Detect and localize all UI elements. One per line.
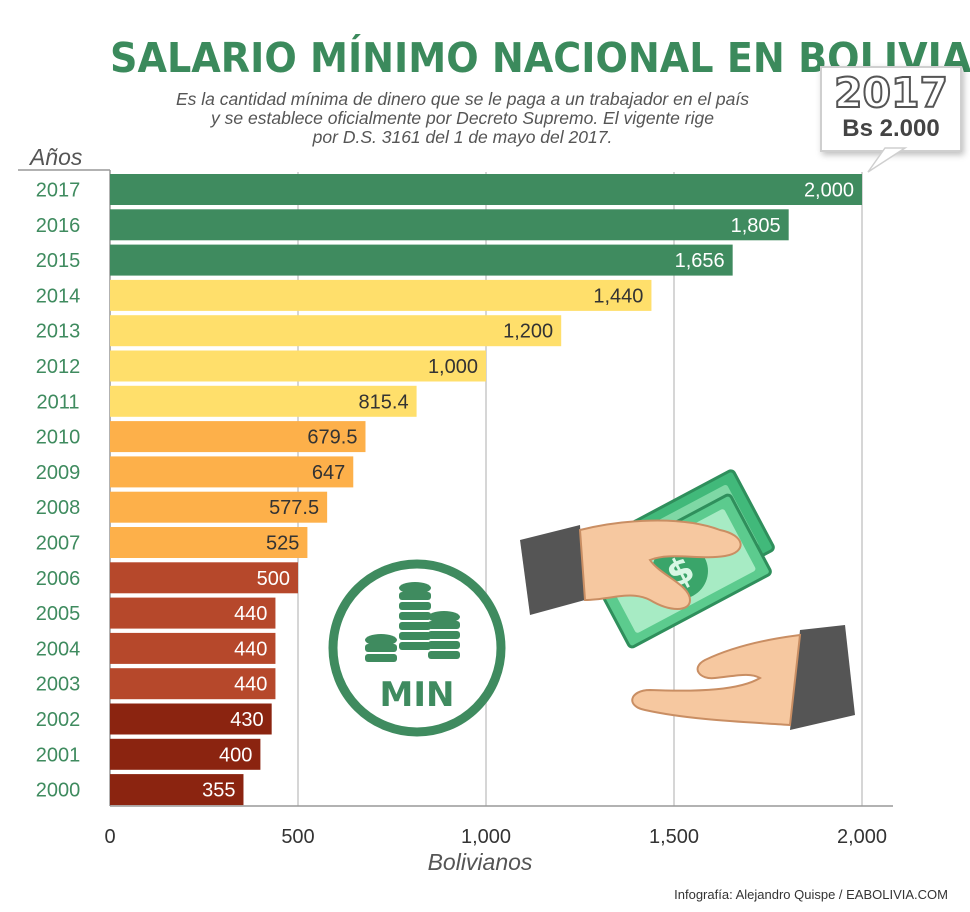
bar-value-label: 647 <box>312 462 345 484</box>
bar-value-label: 525 <box>266 533 299 555</box>
y-tick-label: 2006 <box>36 568 81 590</box>
bar-2012 <box>110 350 486 382</box>
bar-2004 <box>110 632 276 664</box>
y-tick-label: 2017 <box>36 180 81 202</box>
bar-2016 <box>110 209 789 241</box>
bar-2009 <box>110 456 354 488</box>
bar-2002 <box>110 703 272 735</box>
credit-text: Infografía: Alejandro Quispe / EABOLIVIA… <box>674 887 948 902</box>
bar-2006 <box>110 562 298 594</box>
bar-2013 <box>110 315 562 347</box>
x-tick-label: 500 <box>281 826 314 848</box>
y-axis-labels: 2017 2016 2015 2014 2013 2012 2011 2010 2009 2008… <box>36 180 81 802</box>
y-tick-label: 2009 <box>36 462 81 484</box>
bar-2017 <box>110 174 862 205</box>
y-tick-label: 2000 <box>36 780 81 802</box>
x-tick-label: 2,000 <box>837 826 887 848</box>
badge-year: 2017 <box>833 69 949 117</box>
y-tick-label: 2014 <box>36 285 81 307</box>
bar-value-label: 440 <box>234 638 267 660</box>
bar-value-label: 1,656 <box>675 250 725 272</box>
bar-2003 <box>110 668 276 700</box>
bar-2001 <box>110 738 261 770</box>
bar-2011 <box>110 385 417 417</box>
bar-value-label: 1,440 <box>593 285 643 307</box>
y-tick-label: 2011 <box>36 391 79 413</box>
bar-value-label: 577.5 <box>269 497 319 519</box>
subtitle-line-3: por D.S. 3161 del 1 de mayo del 2017. <box>312 127 613 147</box>
coin-stack-icon: MIN <box>328 559 506 737</box>
bar-2005 <box>110 597 276 629</box>
x-tick-label: 1,000 <box>461 826 511 848</box>
bar-2008 <box>110 491 328 523</box>
current-year-badge: 2017 Bs 2.000 <box>820 66 962 152</box>
bar-value-label: 440 <box>234 674 267 696</box>
y-tick-label: 2001 <box>36 744 81 766</box>
bar-value-label: 400 <box>219 744 252 766</box>
hands-exchanging-money-icon: $ <box>520 469 855 730</box>
bar-value-label: 440 <box>234 603 267 625</box>
y-tick-label: 2012 <box>36 356 81 378</box>
subtitle-line-1: Es la cantidad mínima de dinero que se l… <box>175 89 749 109</box>
bar-value-label: 1,200 <box>503 321 553 343</box>
bar-value-label: 2,000 <box>804 180 854 202</box>
bar-value-label: 500 <box>257 568 290 590</box>
y-tick-label: 2005 <box>36 603 81 625</box>
x-axis-labels: 0 500 1,000 1,500 2,000 <box>104 826 887 848</box>
y-tick-label: 2015 <box>36 250 81 272</box>
y-tick-label: 2010 <box>36 427 81 449</box>
y-tick-label: 2007 <box>36 533 81 555</box>
x-tick-label: 1,500 <box>649 826 699 848</box>
bar-value-label: 355 <box>202 780 235 802</box>
subtitle-line-2: y se establece oficialmente por Decreto … <box>211 108 714 128</box>
bar-value-label: 430 <box>230 709 263 731</box>
x-axis-title: Bolivianos <box>428 849 533 875</box>
bar-2015 <box>110 244 733 276</box>
badge-amount: Bs 2.000 <box>842 115 940 142</box>
x-tick-label: 0 <box>104 826 115 848</box>
y-axis-title: Años <box>28 144 83 170</box>
subtitle: Es la cantidad mínima de dinero que se l… <box>110 90 815 147</box>
y-tick-label: 2004 <box>36 638 81 660</box>
bar-value-label: 1,000 <box>428 356 478 378</box>
chart-bars: 2,000 1,805 1,656 1,440 1,200 1,000 815.4679.5… <box>110 174 862 806</box>
y-tick-label: 2016 <box>36 215 81 237</box>
badge-pointer <box>867 147 908 173</box>
bar-2007 <box>110 527 308 558</box>
y-tick-label: 2002 <box>36 709 81 731</box>
bar-2014 <box>110 279 652 311</box>
y-tick-label: 2003 <box>36 674 81 696</box>
y-tick-label: 2008 <box>36 497 81 519</box>
bar-2010 <box>110 421 366 453</box>
bar-value-label: 815.4 <box>359 391 409 413</box>
bar-value-label: 1,805 <box>731 215 781 237</box>
bar-2000 <box>110 774 244 806</box>
min-icon-label: MIN <box>380 675 455 715</box>
bar-value-label: 679.5 <box>307 427 357 449</box>
y-tick-label: 2013 <box>36 321 81 343</box>
